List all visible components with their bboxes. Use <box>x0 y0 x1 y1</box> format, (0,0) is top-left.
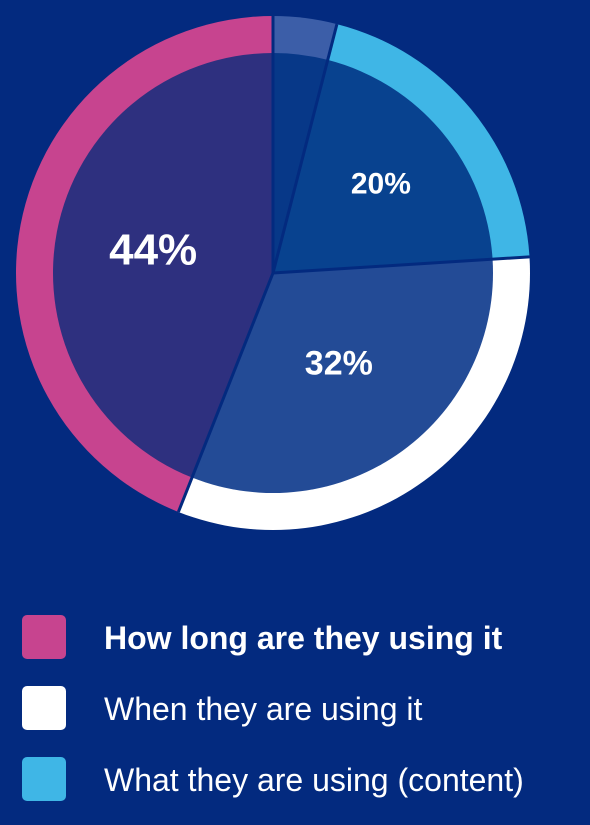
legend-swatch-what <box>22 757 66 801</box>
legend-label-how-long: How long are they using it <box>104 620 503 656</box>
pie-label-what: 20% <box>351 167 411 200</box>
legend-item-what: What they are using (content) <box>22 754 582 801</box>
pie-label-when: 32% <box>305 345 373 383</box>
pie-separator <box>176 272 275 513</box>
pie-slice-when <box>192 259 493 493</box>
legend-label-what: What they are using (content) <box>104 762 524 798</box>
legend-swatch-how-long <box>22 615 66 659</box>
legend-item-how-long: How long are they using it <box>22 612 582 659</box>
pie-slice-how-long <box>53 53 273 478</box>
pie-chart-svg: 20% 32% 44% <box>15 16 531 530</box>
legend: How long are they using it When they are… <box>22 612 582 825</box>
pie-label-how-long: 44% <box>109 226 197 275</box>
pie-separator <box>272 255 530 275</box>
legend-label-when: When they are using it <box>104 691 423 727</box>
pie-separator <box>271 23 339 274</box>
pie-slice-what <box>273 59 493 273</box>
legend-item-when: When they are using it <box>22 683 582 730</box>
pie-chart: 20% 32% 44% <box>15 16 531 530</box>
legend-swatch-when <box>22 686 66 730</box>
